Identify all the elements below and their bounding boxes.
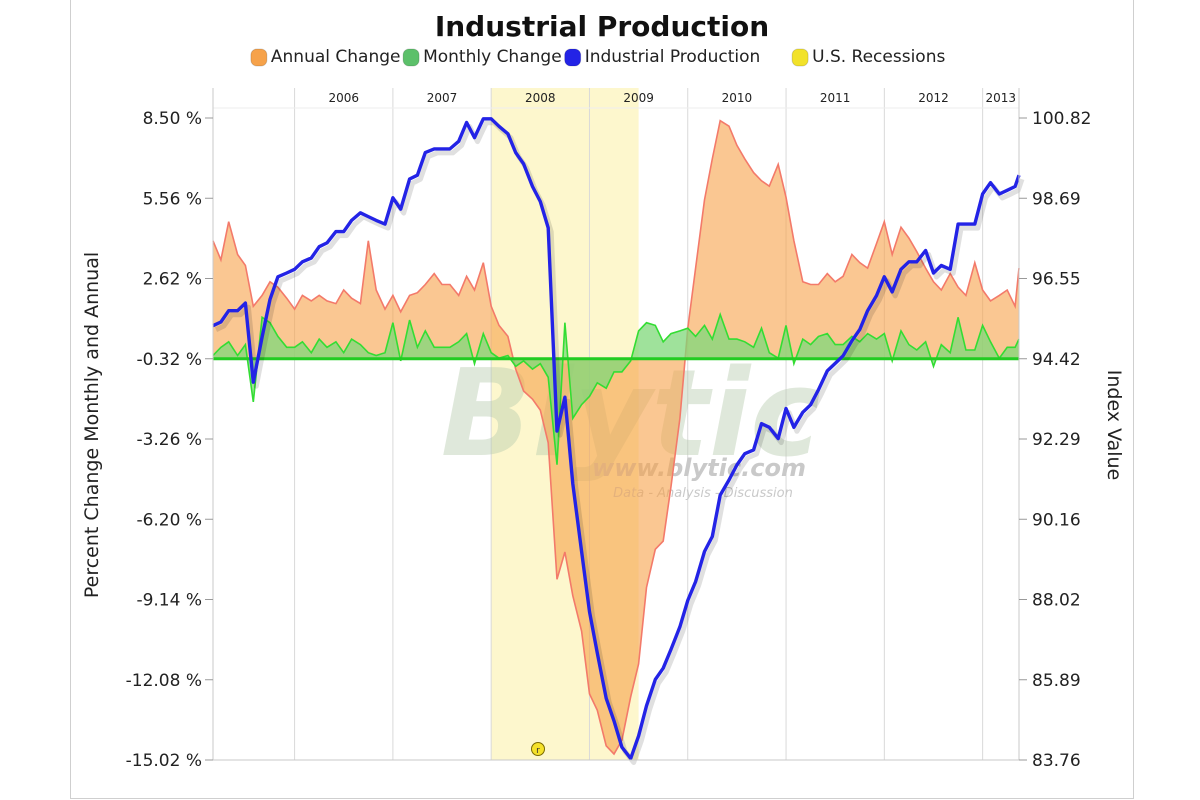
legend: Annual Change Monthly Change Industrial Pr… xyxy=(250,47,945,67)
right-tick-label: 90.16 xyxy=(1032,510,1081,530)
chart-title: Industrial Production xyxy=(435,10,769,43)
legend-item[interactable]: U.S. Recessions xyxy=(791,47,945,67)
year-label-2007: 2007 xyxy=(427,91,458,105)
legend-swatch xyxy=(402,48,420,67)
year-label-2006: 2006 xyxy=(328,91,359,105)
legend-item[interactable]: Monthly Change xyxy=(402,47,562,67)
gridlines: 2006 2007 2008 2009 2010 2011 2012 2013 xyxy=(213,88,1019,760)
series-annual-change-area xyxy=(213,120,1019,754)
axes: 8.50 % 5.56 % 2.62 % -0.32 % -3.26 % -6.20 % -… xyxy=(126,88,1091,771)
legend-label: Annual Change xyxy=(271,47,401,67)
legend-item[interactable]: Annual Change xyxy=(250,47,401,67)
flag-marker-icon[interactable]: r xyxy=(531,742,545,757)
right-tick-label: 88.02 xyxy=(1032,591,1081,611)
legend-item[interactable]: Industrial Production xyxy=(564,47,761,67)
left-axis-title: Percent Change Monthly and Annual xyxy=(81,252,103,598)
year-label-2008: 2008 xyxy=(525,91,556,105)
legend-label: Industrial Production xyxy=(585,47,761,67)
left-tick-label: -6.20 % xyxy=(136,510,202,530)
left-tick-label: 5.56 % xyxy=(143,189,202,209)
legend-label: Monthly Change xyxy=(423,47,562,67)
series-monthly-change-line xyxy=(212,312,1020,465)
legend-swatch xyxy=(250,48,268,67)
left-tick-label: -3.26 % xyxy=(136,430,202,450)
chart-frame: Industrial Production Annual Change Month… xyxy=(70,0,1134,799)
year-label-2013: 2013 xyxy=(986,91,1017,105)
right-tick-label: 92.29 xyxy=(1032,430,1081,450)
series-layer xyxy=(212,117,1025,765)
year-label-2009: 2009 xyxy=(623,91,654,105)
legend-swatch xyxy=(564,48,582,67)
year-label-2012: 2012 xyxy=(918,91,949,105)
right-tick-label: 83.76 xyxy=(1032,751,1081,771)
right-tick-label: 98.69 xyxy=(1032,189,1081,209)
chart-svg: Industrial Production Annual Change Month… xyxy=(81,10,1125,771)
left-tick-label: -12.08 % xyxy=(126,671,202,691)
svg-text:r: r xyxy=(536,746,540,756)
left-tick-label: 8.50 % xyxy=(143,109,202,129)
series-annual-change-line xyxy=(212,119,1020,756)
right-tick-label: 100.82 xyxy=(1032,109,1091,129)
left-tick-label: -15.02 % xyxy=(126,751,202,771)
right-axis-title: Index Value xyxy=(1103,370,1125,481)
left-tick-label: -9.14 % xyxy=(136,591,202,611)
year-label-2010: 2010 xyxy=(722,91,753,105)
legend-label: U.S. Recessions xyxy=(812,47,945,67)
legend-swatch xyxy=(791,48,809,67)
year-label-2011: 2011 xyxy=(820,91,851,105)
left-tick-label: -0.32 % xyxy=(136,350,202,370)
right-tick-label: 85.89 xyxy=(1032,671,1081,691)
series-industrial-production-line xyxy=(212,117,1021,761)
left-tick-label: 2.62 % xyxy=(143,270,202,290)
right-tick-label: 96.55 xyxy=(1032,270,1081,290)
right-tick-label: 94.42 xyxy=(1032,350,1081,370)
series-monthly-change-area xyxy=(213,314,1019,465)
